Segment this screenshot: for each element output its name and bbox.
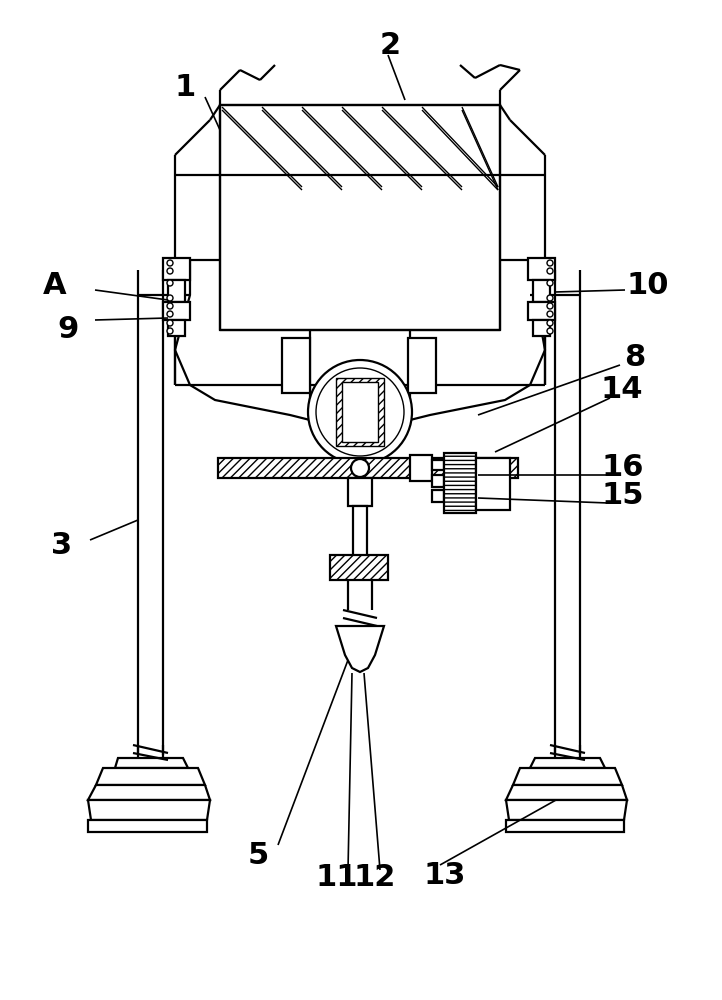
Bar bbox=[220, 105, 500, 330]
Bar bbox=[218, 458, 518, 478]
Bar bbox=[353, 506, 367, 558]
Circle shape bbox=[547, 260, 553, 266]
Polygon shape bbox=[88, 800, 210, 820]
Text: 5: 5 bbox=[248, 840, 269, 869]
Polygon shape bbox=[530, 758, 605, 768]
Circle shape bbox=[316, 368, 404, 456]
Circle shape bbox=[547, 320, 553, 326]
Text: 3: 3 bbox=[51, 530, 73, 560]
Bar bbox=[163, 258, 190, 280]
Bar bbox=[330, 555, 388, 580]
Circle shape bbox=[167, 303, 173, 309]
Text: 16: 16 bbox=[601, 454, 644, 483]
Bar bbox=[88, 820, 207, 832]
Circle shape bbox=[547, 303, 553, 309]
Text: 9: 9 bbox=[57, 316, 79, 344]
Text: 2: 2 bbox=[380, 31, 401, 60]
Polygon shape bbox=[96, 768, 205, 785]
Circle shape bbox=[167, 280, 173, 286]
Circle shape bbox=[547, 311, 553, 317]
Polygon shape bbox=[506, 800, 627, 820]
Bar bbox=[432, 475, 444, 487]
Circle shape bbox=[547, 268, 553, 274]
Bar bbox=[163, 302, 190, 320]
Text: 13: 13 bbox=[424, 860, 466, 890]
Bar bbox=[476, 458, 510, 510]
Circle shape bbox=[167, 295, 173, 301]
Bar bbox=[348, 478, 372, 506]
Circle shape bbox=[351, 459, 369, 477]
Circle shape bbox=[167, 268, 173, 274]
Circle shape bbox=[167, 260, 173, 266]
Bar bbox=[533, 320, 550, 336]
Bar bbox=[432, 460, 444, 470]
Text: 14: 14 bbox=[601, 375, 643, 404]
Circle shape bbox=[167, 320, 173, 326]
Bar bbox=[444, 453, 476, 513]
Circle shape bbox=[547, 295, 553, 301]
Bar bbox=[533, 280, 550, 302]
Bar bbox=[282, 338, 310, 393]
Circle shape bbox=[308, 360, 412, 464]
Bar bbox=[168, 280, 185, 302]
Circle shape bbox=[547, 280, 553, 286]
Polygon shape bbox=[115, 758, 188, 768]
Text: 12: 12 bbox=[354, 863, 396, 892]
Polygon shape bbox=[410, 260, 545, 420]
Polygon shape bbox=[506, 785, 627, 800]
Circle shape bbox=[167, 311, 173, 317]
Bar bbox=[410, 455, 432, 481]
Polygon shape bbox=[336, 626, 384, 672]
Bar bbox=[168, 320, 185, 336]
Text: 8: 8 bbox=[625, 344, 645, 372]
Bar bbox=[432, 490, 444, 502]
Bar bbox=[342, 382, 378, 442]
Bar bbox=[408, 338, 436, 393]
Bar bbox=[506, 820, 624, 832]
Circle shape bbox=[547, 328, 553, 334]
Text: 11: 11 bbox=[316, 863, 358, 892]
Polygon shape bbox=[88, 785, 210, 800]
Bar bbox=[175, 130, 545, 385]
Text: 10: 10 bbox=[627, 270, 669, 300]
Bar bbox=[528, 258, 555, 280]
Text: A: A bbox=[43, 270, 67, 300]
Polygon shape bbox=[513, 768, 622, 785]
Text: 1: 1 bbox=[175, 74, 196, 103]
Bar bbox=[528, 302, 555, 320]
Bar bbox=[336, 378, 384, 446]
Polygon shape bbox=[175, 260, 310, 420]
Text: 15: 15 bbox=[601, 482, 644, 510]
Circle shape bbox=[167, 328, 173, 334]
